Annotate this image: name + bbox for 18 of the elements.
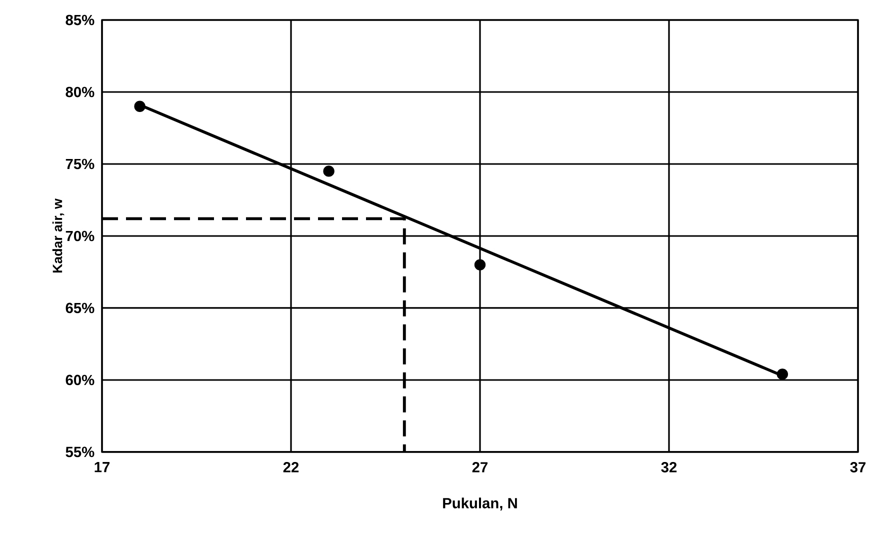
x-tick-label: 32 [661, 462, 677, 472]
y-tick-label: 60% [66, 374, 94, 386]
point [474, 259, 486, 270]
x-tick-label: 22 [283, 462, 299, 472]
y-tick-label: 65% [66, 302, 94, 314]
y-tick-label: 55% [66, 446, 94, 458]
point [134, 100, 146, 112]
x-tick-label: 27 [472, 462, 488, 472]
x-tick-label: 17 [94, 462, 110, 472]
y-tick-label: 80% [66, 86, 94, 98]
y-tick-label: 75% [66, 158, 94, 170]
point [776, 368, 788, 380]
y-axis-title: Kadar air, w [52, 198, 64, 273]
y-tick-label: 70% [66, 230, 94, 242]
point [323, 166, 334, 177]
x-axis-title: Pukulan, N [443, 498, 517, 510]
x-tick-label: 37 [850, 462, 866, 472]
y-tick-label: 85% [66, 14, 94, 26]
